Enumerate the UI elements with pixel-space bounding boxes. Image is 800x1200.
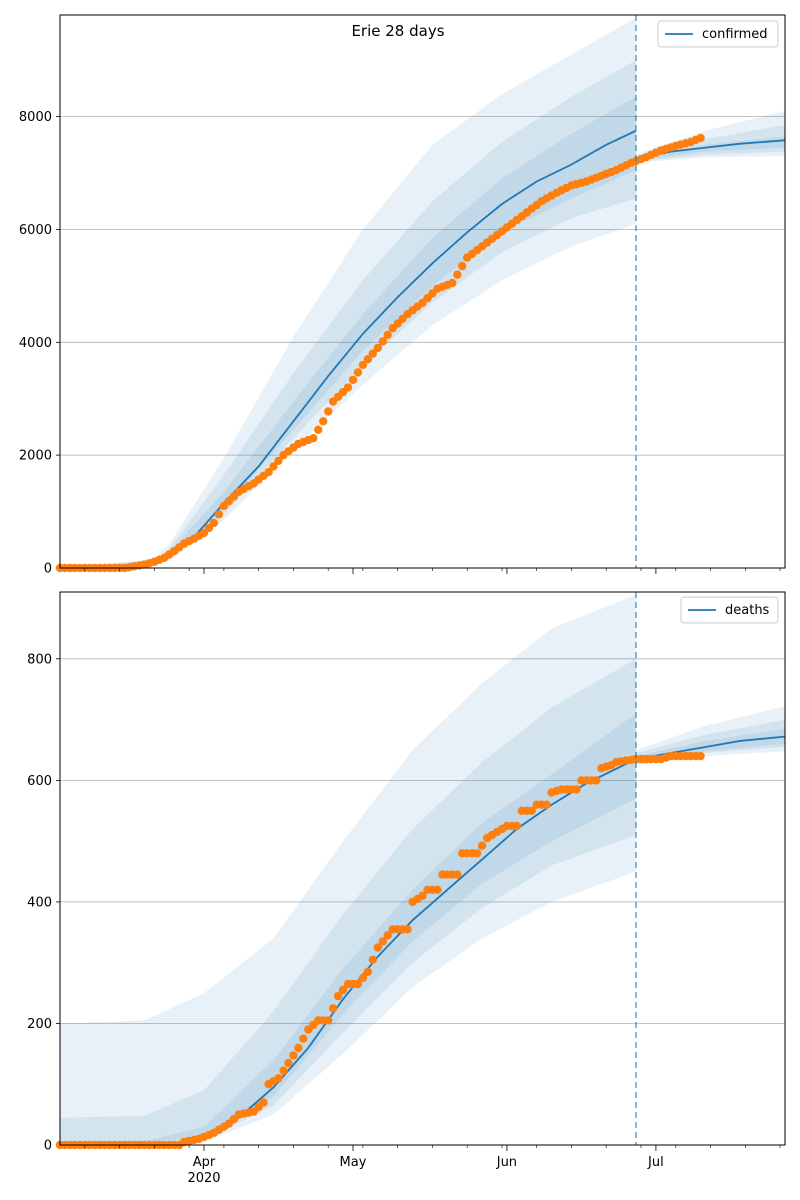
x-tick-label: May	[340, 1155, 367, 1170]
observed-point	[363, 355, 373, 364]
observed-point	[348, 375, 358, 385]
observed-point	[353, 979, 363, 989]
observed-point	[269, 462, 278, 471]
y-tick-label: 0	[44, 1139, 52, 1154]
chart-title: Erie 28 days	[351, 22, 444, 40]
observed-point	[378, 337, 387, 346]
observed-point	[363, 967, 373, 976]
y-tick-label: 4000	[19, 336, 52, 351]
observed-point	[472, 849, 482, 858]
observed-point	[477, 841, 487, 850]
observed-point	[274, 1074, 283, 1083]
uncertainty-band-0	[60, 595, 636, 1145]
observed-point	[403, 925, 412, 934]
observed-point	[319, 417, 328, 426]
observed-point	[696, 133, 705, 143]
legend-box	[680, 596, 779, 624]
confirmed-legend: confirmed	[657, 20, 779, 48]
observed-point	[383, 931, 392, 940]
observed-point	[324, 407, 333, 416]
observed-point	[358, 973, 368, 983]
deaths-legend: deaths	[680, 596, 779, 624]
observed-point	[418, 891, 427, 900]
uncertainty-band-2	[60, 713, 636, 1145]
observed-point	[264, 467, 273, 477]
plot-frame	[59, 14, 786, 569]
uncertainty-band-1	[60, 658, 636, 1145]
observed-point	[309, 434, 318, 443]
y-tick-label: 0	[44, 562, 52, 577]
uncertainty-band-1	[60, 60, 636, 568]
observed-point	[368, 349, 377, 358]
x-tick-label: Apr	[193, 1155, 216, 1170]
x-tick-label: Jul	[647, 1155, 664, 1170]
observed-point	[324, 1016, 333, 1025]
legend-label-confirmed: confirmed	[702, 27, 768, 42]
confirmed-plot-area: 0 2000 4000 6000 8000	[19, 14, 786, 577]
observed-point	[373, 343, 382, 353]
y-tick-label: 400	[27, 895, 52, 910]
observed-point	[333, 991, 343, 1001]
observed-point	[453, 270, 462, 279]
observed-point	[572, 785, 581, 794]
observed-point	[353, 368, 363, 377]
observed-point	[592, 776, 601, 785]
legend-box	[657, 20, 779, 48]
observed-point	[458, 261, 467, 271]
observed-point	[299, 1034, 308, 1043]
observed-point	[214, 510, 224, 519]
model-forecast-line	[635, 735, 785, 760]
y-tick-label: 8000	[19, 110, 52, 125]
x-tick-label: Jun	[496, 1155, 517, 1170]
observed-point	[274, 456, 283, 465]
y-tick-label: 200	[27, 1017, 52, 1032]
observed-point	[696, 751, 705, 761]
uncertainty-band-0	[60, 17, 636, 568]
y-tick-label: 600	[27, 774, 52, 789]
observed-point	[373, 943, 382, 952]
x-tick-sublabel: 2020	[187, 1171, 220, 1186]
observed-point	[314, 425, 323, 434]
uncertainty-band-2	[60, 96, 636, 568]
observed-point	[209, 518, 219, 528]
observed-point	[378, 937, 387, 946]
observed-point	[527, 806, 536, 815]
observed-point	[343, 383, 353, 392]
observed-point	[368, 955, 377, 964]
observed-point	[542, 800, 551, 809]
forecast-band-1	[636, 125, 785, 162]
observed-point	[383, 330, 392, 339]
observed-point	[358, 360, 368, 370]
y-tick-label: 6000	[19, 223, 52, 238]
observed-point	[289, 1051, 298, 1060]
forecast-band-0	[636, 706, 785, 766]
plot-frame	[59, 591, 786, 1146]
observed-point	[453, 870, 462, 879]
observed-point	[279, 1066, 288, 1075]
y-tick-label: 2000	[19, 449, 52, 464]
observed-point	[338, 985, 348, 995]
observed-point	[512, 821, 521, 831]
observed-point	[448, 278, 457, 288]
y-tick-label: 800	[27, 652, 52, 667]
confirmed-panel: Erie 28 days 0 2000 4000 6000 8000 confirmed	[19, 14, 786, 577]
observed-point	[259, 1098, 268, 1107]
observed-point	[433, 885, 442, 894]
observed-point	[328, 1004, 338, 1013]
legend-label-deaths: deaths	[725, 603, 770, 618]
observed-point	[284, 1058, 293, 1068]
observed-point	[294, 1043, 303, 1053]
